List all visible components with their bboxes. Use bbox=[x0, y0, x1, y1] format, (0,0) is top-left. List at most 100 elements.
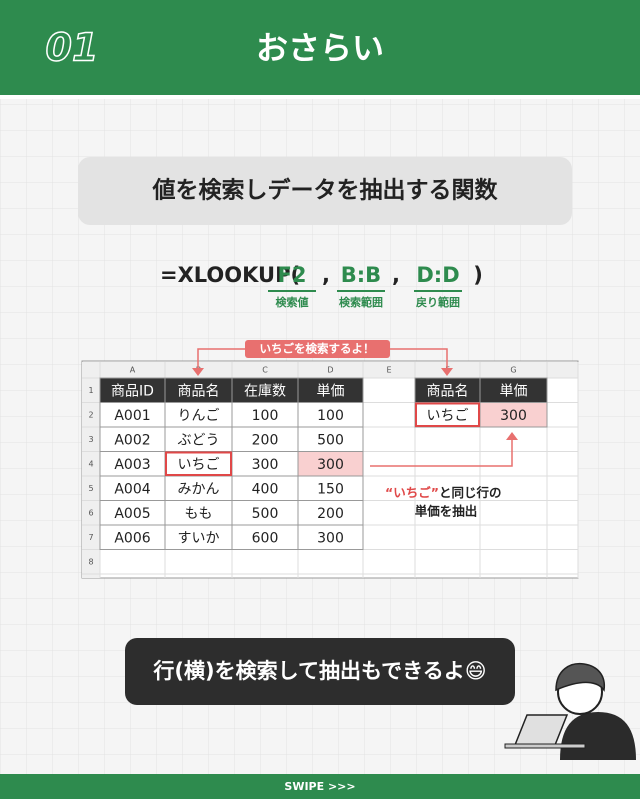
table-header: 単価 bbox=[317, 383, 345, 399]
highlight-border bbox=[165, 451, 232, 476]
header-number: 01 bbox=[46, 26, 99, 70]
formula-arg: B:B bbox=[341, 263, 381, 287]
tip-box bbox=[125, 638, 515, 705]
table-cell: 300 bbox=[252, 457, 279, 473]
row-header-bar bbox=[82, 362, 100, 578]
arrowheads bbox=[192, 368, 518, 440]
table-cell: みかん bbox=[178, 481, 220, 497]
row-number: 7 bbox=[88, 533, 93, 542]
note-line1: “いちご”と同じ行の bbox=[385, 485, 501, 500]
arrowhead bbox=[441, 368, 453, 376]
row-number: 8 bbox=[88, 557, 93, 566]
row-number: 1 bbox=[88, 386, 93, 395]
table-cell-cell bbox=[297, 524, 364, 550]
table-cell-cell bbox=[297, 475, 364, 501]
header-title: おさらい bbox=[256, 29, 384, 67]
lookup-header-cell bbox=[479, 377, 548, 403]
table-cell: A004 bbox=[114, 481, 150, 497]
laptop-base bbox=[504, 743, 586, 749]
table-cell-cell bbox=[99, 475, 166, 501]
table-cell: 150 bbox=[317, 481, 344, 497]
table-cell: いちご bbox=[178, 457, 220, 473]
subtitle-box bbox=[78, 157, 572, 225]
table-cell: 300 bbox=[317, 530, 344, 546]
person-illustration bbox=[504, 662, 636, 760]
highlight-fill bbox=[479, 402, 548, 428]
column-header-bar bbox=[82, 362, 578, 378]
table-cell: 500 bbox=[317, 432, 344, 448]
table-header: 商品ID bbox=[111, 383, 154, 399]
sheet-cells: ABCDEFG12345678商品ID商品名在庫数単価A001りんご100100… bbox=[82, 362, 579, 578]
table-cell-cell bbox=[164, 426, 233, 452]
arrowhead bbox=[506, 432, 518, 440]
formula-label: 戻り範囲 bbox=[415, 295, 460, 309]
formula: =XLOOKUP( , , ) F2 検索値 B:B 検索範囲 D:D 戻り範囲 bbox=[160, 263, 483, 309]
lookup-header-cell bbox=[414, 377, 481, 403]
table-cell-cell bbox=[231, 402, 299, 428]
lookup-cell: いちご bbox=[427, 408, 469, 424]
table-cell: 300 bbox=[317, 457, 344, 473]
table-cell: 600 bbox=[252, 530, 279, 546]
column-letter: C bbox=[262, 366, 268, 375]
tip: 行(横)を検索して抽出もできるよ😄 bbox=[152, 659, 486, 683]
table-cell: A006 bbox=[114, 530, 150, 546]
formula-arg: F2 bbox=[278, 263, 307, 287]
formula-label: 検索範囲 bbox=[339, 295, 383, 309]
table-cell: 100 bbox=[252, 408, 279, 424]
subtitle: 値を検索しデータを抽出する関数 bbox=[152, 177, 499, 204]
table-header: 商品名 bbox=[178, 383, 220, 399]
table-cell: A003 bbox=[114, 457, 150, 473]
row-number: 6 bbox=[88, 508, 93, 517]
formula-label: 検索値 bbox=[276, 295, 309, 309]
column-letter: E bbox=[386, 366, 391, 375]
table-cell: A001 bbox=[114, 408, 150, 424]
column-letter: D bbox=[327, 366, 333, 375]
table-cell-cell bbox=[164, 524, 233, 550]
column-letter: A bbox=[130, 366, 136, 375]
arrowhead bbox=[192, 368, 204, 376]
formula-arg: D:D bbox=[416, 263, 459, 287]
lookup-header: 単価 bbox=[500, 383, 528, 399]
table-cell-cell bbox=[164, 402, 233, 428]
table-cell-cell bbox=[231, 500, 299, 526]
formula-separator: , bbox=[322, 263, 330, 287]
table-cell: 200 bbox=[317, 506, 344, 522]
table-header-cell bbox=[297, 377, 364, 403]
table-cell: 200 bbox=[252, 432, 279, 448]
table-cell-cell bbox=[231, 426, 299, 452]
formula-separator: , bbox=[392, 263, 400, 287]
row-number: 4 bbox=[88, 459, 93, 468]
highlight-border bbox=[415, 402, 480, 427]
table-cell: A002 bbox=[114, 432, 150, 448]
row-number: 5 bbox=[88, 484, 93, 493]
note-rest: と同じ行の bbox=[439, 485, 502, 500]
table-cell-cell bbox=[164, 500, 233, 526]
lookup-header: 商品名 bbox=[427, 383, 469, 399]
callout: いちごを検索するよ！ bbox=[260, 342, 375, 356]
footer: SWIPE >>> bbox=[284, 780, 355, 793]
callout-pill bbox=[245, 340, 390, 358]
column-letter: G bbox=[510, 366, 516, 375]
table-cell-cell bbox=[231, 524, 299, 550]
table-header: 在庫数 bbox=[244, 382, 286, 399]
lookup-cell: 300 bbox=[500, 408, 527, 424]
table-cell-cell bbox=[99, 426, 166, 452]
note-line2: 単価を抽出 bbox=[415, 504, 478, 519]
formula-function: =XLOOKUP( bbox=[160, 263, 300, 287]
table-cell-cell bbox=[99, 524, 166, 550]
header-band bbox=[0, 0, 640, 95]
header-rule bbox=[0, 95, 640, 99]
table-cell: りんご bbox=[178, 408, 220, 424]
footer-band bbox=[0, 774, 640, 799]
table-cell: もも bbox=[185, 506, 213, 522]
table-cell: 100 bbox=[317, 408, 344, 424]
table-cell: 500 bbox=[252, 506, 279, 522]
person-hair bbox=[555, 662, 606, 692]
table-cell-cell bbox=[231, 475, 299, 501]
table-cell: ぶどう bbox=[178, 432, 220, 448]
table-cell: 400 bbox=[252, 481, 279, 497]
table-cell: A005 bbox=[114, 506, 150, 522]
note-quote: “いちご” bbox=[385, 485, 439, 500]
